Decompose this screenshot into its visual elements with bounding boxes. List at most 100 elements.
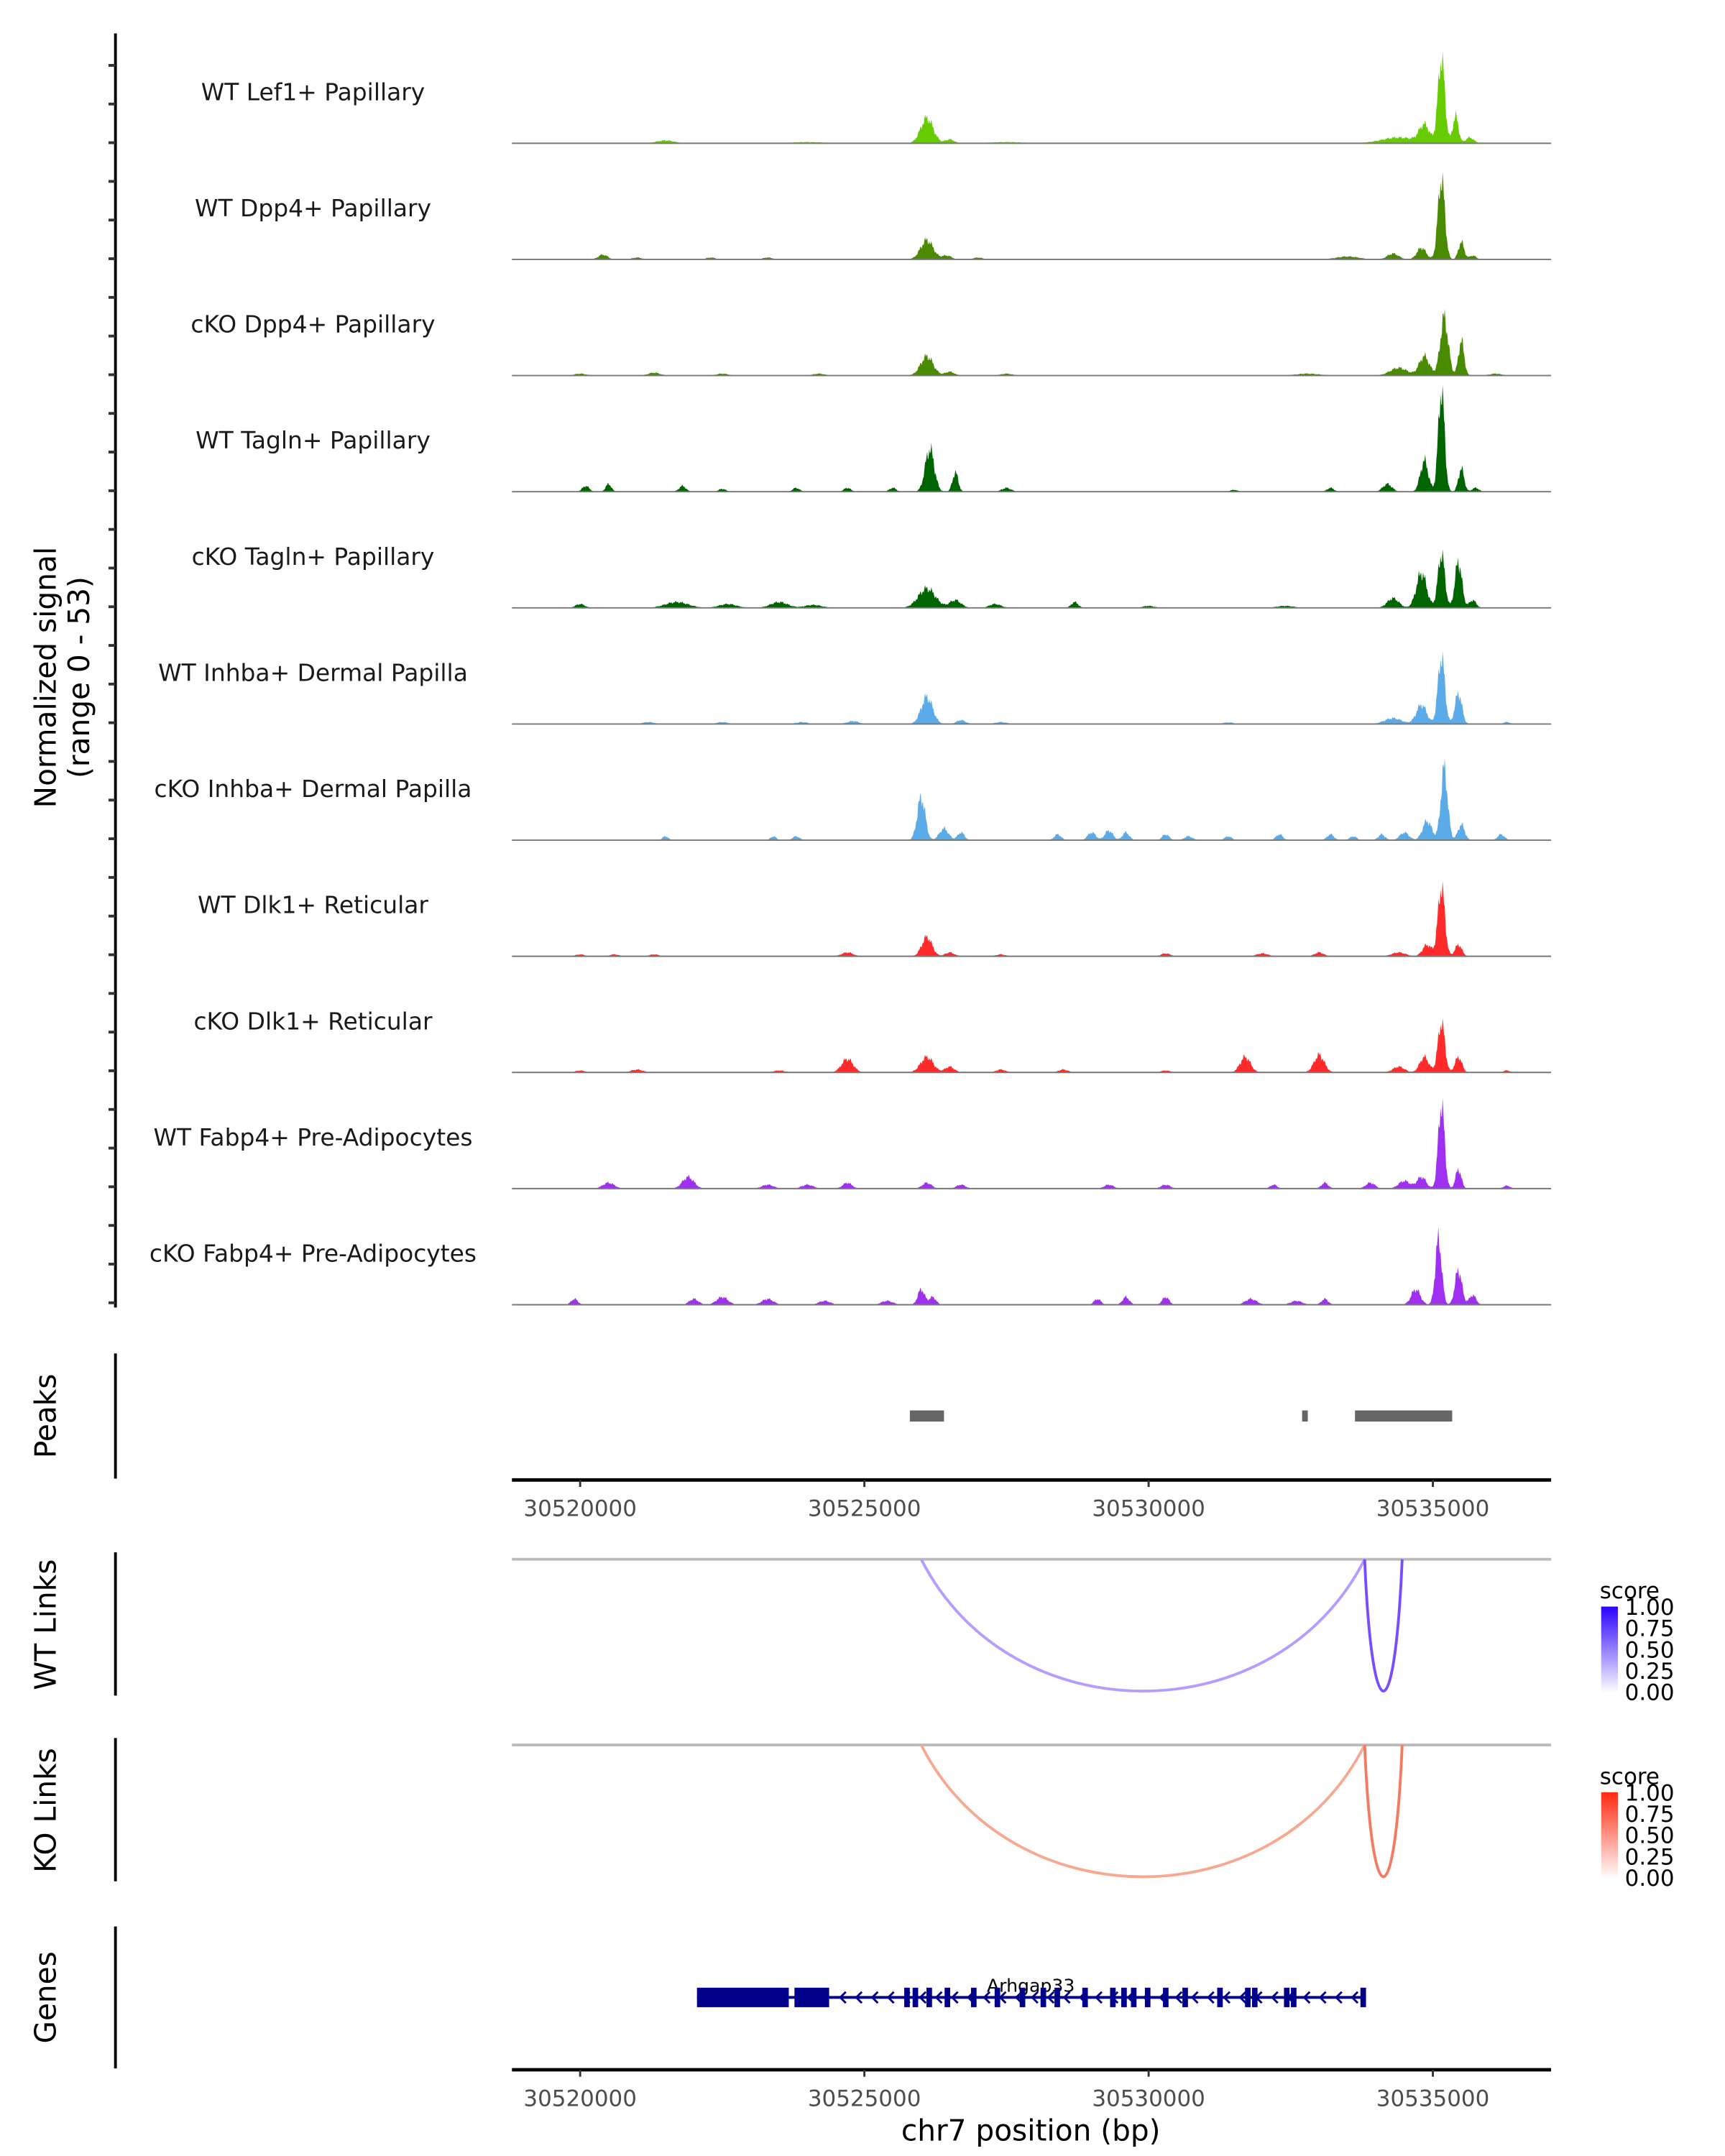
signal-area [512, 1097, 1552, 1189]
link-arc [919, 1744, 1366, 1879]
legend-tick-label: 0.50 [1625, 1823, 1675, 1849]
link-arc [1363, 1559, 1404, 1692]
x-tick-label: 30535000 [1376, 1496, 1490, 1522]
strand-arrow-icon [1302, 1991, 1311, 2004]
legend-title: score [1600, 1764, 1660, 1789]
strand-arrow-icon [1174, 1991, 1183, 2004]
strand-arrow-icon [1046, 1991, 1055, 2004]
strand-arrow-icon [983, 1991, 991, 2004]
track-label: cKO Dlk1+ Reticular [193, 1007, 433, 1035]
signal-track: WT Dlk1+ Reticular [198, 881, 1552, 957]
gene-exon [1082, 1987, 1088, 2007]
track-label: WT Dlk1+ Reticular [198, 891, 428, 919]
strand-arrow-icon [870, 1991, 879, 2004]
signal-area [512, 651, 1552, 724]
signal-area [512, 384, 1552, 492]
strand-arrow-icon [1159, 1991, 1167, 2004]
x-tick-label: 30525000 [808, 1496, 921, 1522]
x-axis-title: chr7 position (bp) [901, 2114, 1161, 2148]
signal-area [512, 1018, 1552, 1073]
strand-arrow-icon [1031, 1991, 1039, 2004]
signal-area [512, 757, 1552, 841]
strand-arrow-icon [934, 1991, 943, 2004]
track-label: WT Tagln+ Papillary [196, 426, 431, 454]
peak-region [1355, 1410, 1453, 1422]
signal-track: WT Tagln+ Papillary [196, 384, 1552, 493]
legend-tick-label: 0.00 [1625, 1680, 1675, 1706]
signal-y-axis: Normalized signal (range 0 - 53) [28, 33, 117, 1308]
legend-tick-label: 1.00 [1625, 1595, 1675, 1621]
strand-arrow-icon [1078, 1991, 1087, 2004]
strand-arrow-icon [1142, 1991, 1151, 2004]
gene-utr-exon [794, 1987, 829, 2007]
gene-exon [1121, 1987, 1127, 2007]
strand-arrow-icon [839, 1991, 847, 2004]
gene-exon [1182, 1987, 1188, 2007]
track-label: cKO Fabp4+ Pre-Adipocytes [150, 1239, 477, 1267]
genes-label: Genes [28, 1951, 63, 2043]
link-arc [1363, 1744, 1404, 1879]
gene-exon [1131, 1987, 1137, 2007]
strand-arrow-icon [1110, 1991, 1119, 2004]
signal-track: WT Fabp4+ Pre-Adipocytes [153, 1097, 1552, 1189]
signal-area [512, 51, 1552, 144]
x-tick-label: 30530000 [1092, 2086, 1205, 2111]
strand-arrow-icon [967, 1991, 975, 2004]
strand-arrow-icon [1287, 1991, 1295, 2004]
x-axis-bottom: 30520000 30525000 30530000 30535000 [512, 2068, 1552, 2111]
strand-arrow-icon [1351, 1991, 1359, 2004]
legend-tick-label: 1.00 [1625, 1780, 1675, 1806]
gene-exon [912, 1987, 919, 2007]
y-axis-subtitle: (range 0 - 53) [62, 576, 96, 778]
x-tick-label: 30520000 [523, 2086, 637, 2111]
signal-area [512, 172, 1552, 259]
y-axis-title: Normalized signal [28, 547, 63, 808]
peaks-panel: Peaks 30520000 30525000 30530000 30535000 [28, 1353, 1552, 1522]
track-label: WT Inhba+ Dermal Papilla [158, 658, 468, 686]
gene-exon [926, 1987, 932, 2007]
legend-tick-label: 0.50 [1625, 1637, 1675, 1663]
signal-track: cKO Inhba+ Dermal Papilla [155, 757, 1552, 841]
legend-colorbar [1601, 1606, 1618, 1693]
legend-tick-label: 0.25 [1625, 1659, 1675, 1685]
track-label: WT Dpp4+ Papillary [195, 194, 431, 222]
gene-exon [1144, 1987, 1151, 2007]
signal-track: cKO Dlk1+ Reticular [193, 1007, 1552, 1074]
x-tick-label: 30525000 [808, 2086, 921, 2111]
peaks-label: Peaks [28, 1374, 63, 1459]
strand-arrow-icon [1206, 1991, 1215, 2004]
legend-tick-label: 0.25 [1625, 1844, 1675, 1870]
peak-region [909, 1410, 944, 1422]
gene-exon [1291, 1987, 1297, 2007]
strand-arrow-icon [1223, 1991, 1231, 2004]
links-label: WT Links [28, 1560, 63, 1690]
track-label: cKO Inhba+ Dermal Papilla [155, 775, 472, 803]
gene-name: Arhgap33 [987, 1976, 1075, 1996]
gene-exon [1217, 1987, 1223, 2007]
gene-exon [994, 1987, 1000, 2007]
strand-arrow-icon [1095, 1991, 1103, 2004]
strand-arrow-icon [1014, 1991, 1023, 2004]
legend-colorbar [1601, 1792, 1618, 1879]
strand-arrow-icon [1190, 1991, 1199, 2004]
strand-arrow-icon [1254, 1991, 1263, 2004]
gene-exon [1360, 1987, 1366, 2007]
track-label: cKO Tagln+ Papillary [192, 543, 435, 571]
strand-arrow-icon [998, 1991, 1007, 2004]
strand-arrow-icon [855, 1991, 863, 2004]
link-arc [919, 1558, 1366, 1692]
signal-track: cKO Dpp4+ Papillary [190, 308, 1552, 377]
signal-area [512, 308, 1552, 376]
gene-exon [1245, 1987, 1251, 2007]
legend-tick-label: 0.75 [1625, 1616, 1675, 1642]
strand-arrow-icon [1335, 1991, 1343, 2004]
signal-track: cKO Fabp4+ Pre-Adipocytes [150, 1226, 1552, 1306]
gene-exon [970, 1987, 977, 2007]
signal-track: WT Lef1+ Papillary [201, 51, 1552, 144]
strand-arrow-icon [886, 1991, 895, 2004]
x-tick-label: 30530000 [1092, 1496, 1205, 1522]
track-label: WT Lef1+ Papillary [201, 78, 426, 106]
